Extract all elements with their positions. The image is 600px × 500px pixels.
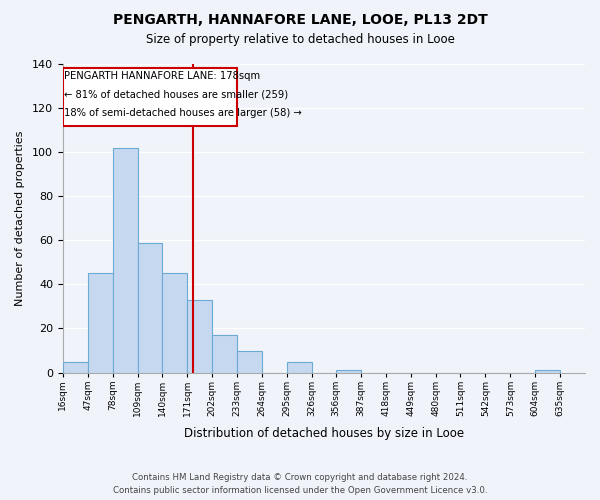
Bar	[535, 370, 560, 372]
Bar	[113, 148, 137, 372]
Bar	[237, 350, 262, 372]
Text: 18% of semi-detached houses are larger (58) →: 18% of semi-detached houses are larger (…	[64, 108, 302, 118]
Bar	[88, 274, 113, 372]
Text: PENGARTH, HANNAFORE LANE, LOOE, PL13 2DT: PENGARTH, HANNAFORE LANE, LOOE, PL13 2DT	[113, 12, 487, 26]
Bar	[187, 300, 212, 372]
Bar	[287, 362, 312, 372]
Y-axis label: Number of detached properties: Number of detached properties	[15, 130, 25, 306]
Bar	[336, 370, 361, 372]
Bar	[212, 335, 237, 372]
Bar	[163, 274, 187, 372]
Text: Size of property relative to detached houses in Looe: Size of property relative to detached ho…	[146, 32, 454, 46]
Bar	[63, 362, 88, 372]
Text: PENGARTH HANNAFORE LANE: 178sqm: PENGARTH HANNAFORE LANE: 178sqm	[64, 70, 260, 81]
Text: Contains HM Land Registry data © Crown copyright and database right 2024.
Contai: Contains HM Land Registry data © Crown c…	[113, 473, 487, 495]
Bar	[137, 242, 163, 372]
X-axis label: Distribution of detached houses by size in Looe: Distribution of detached houses by size …	[184, 427, 464, 440]
Text: ← 81% of detached houses are smaller (259): ← 81% of detached houses are smaller (25…	[64, 90, 289, 100]
Bar	[63, 68, 237, 126]
